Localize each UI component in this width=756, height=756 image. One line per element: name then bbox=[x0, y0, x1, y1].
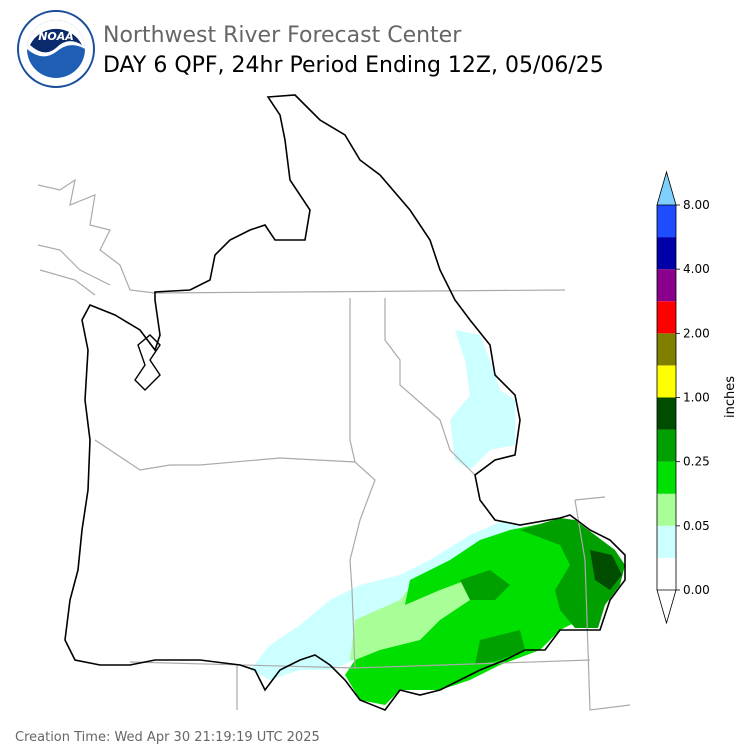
coastline bbox=[37, 178, 156, 296]
colorbar-tick-label: 2.00 bbox=[683, 326, 710, 340]
precip-400 bbox=[590, 550, 622, 590]
colorbar-segment bbox=[657, 205, 676, 238]
colorbar-segment bbox=[657, 301, 676, 334]
precip-100 bbox=[345, 520, 600, 705]
colorbar-segment bbox=[657, 397, 676, 430]
title: Northwest River Forecast Center bbox=[103, 23, 462, 48]
colorbar: 0.00 0.05 0.25 1.00 2.00 4.00 8.00 bbox=[656, 170, 710, 625]
colorbar-under bbox=[656, 589, 677, 625]
state-boundaries bbox=[94, 289, 631, 711]
colorbar-segment bbox=[657, 237, 676, 270]
colorbar-segment bbox=[657, 429, 676, 462]
noaa-logo: NOAA bbox=[17, 10, 95, 88]
colorbar-tick-label: 8.00 bbox=[683, 198, 710, 212]
colorbar-over bbox=[656, 170, 677, 206]
colorbar-segment bbox=[657, 269, 676, 302]
creation-time: Creation Time: Wed Apr 30 21:19:19 UTC 2… bbox=[15, 730, 320, 745]
colorbar-segment bbox=[657, 333, 676, 366]
colorbar-segment bbox=[657, 493, 676, 526]
colorbar-label: inches bbox=[723, 376, 738, 418]
colorbar-segment bbox=[657, 557, 676, 590]
subtitle: DAY 6 QPF, 24hr Period Ending 12Z, 05/06… bbox=[103, 53, 604, 78]
logo-text: NOAA bbox=[38, 30, 74, 43]
colorbar-tick-label: 4.00 bbox=[683, 262, 710, 276]
colorbar-tick-label: 1.00 bbox=[683, 391, 710, 405]
puget-sound bbox=[134, 334, 161, 391]
colorbar-segment bbox=[657, 525, 676, 558]
colorbar-segment bbox=[657, 461, 676, 494]
colorbar-tick-label: 0.25 bbox=[683, 455, 710, 469]
colorbar-segment bbox=[657, 365, 676, 398]
map bbox=[37, 94, 631, 711]
colorbar-tick-label: 0.00 bbox=[683, 583, 710, 597]
basin-outline bbox=[64, 94, 626, 711]
colorbar-tick-label: 0.05 bbox=[683, 519, 710, 533]
